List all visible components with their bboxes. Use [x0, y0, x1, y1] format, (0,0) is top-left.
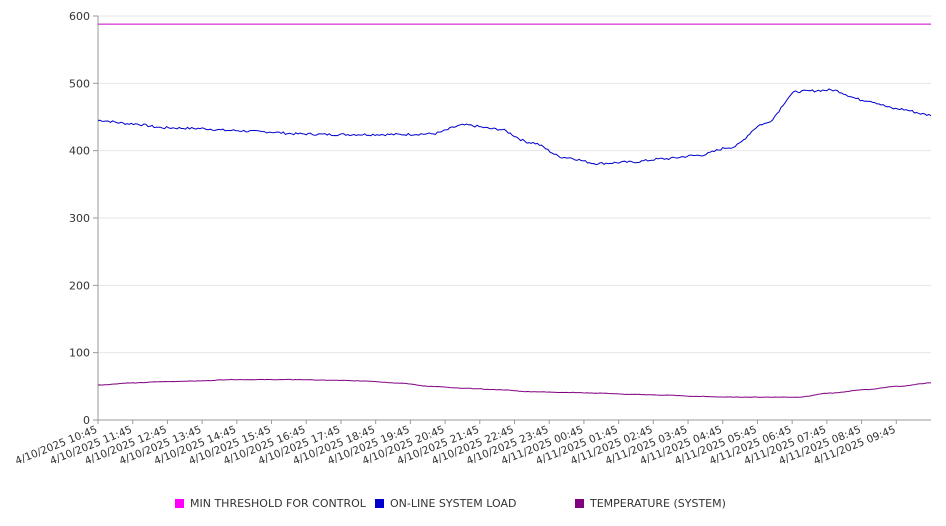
series-line-system-load	[97, 88, 932, 166]
legend-item-temperature[interactable]: TEMPERATURE (SYSTEM)	[575, 497, 726, 510]
series-line-temperature	[97, 378, 932, 398]
legend-label-temperature: TEMPERATURE (SYSTEM)	[590, 497, 726, 510]
gridlines	[98, 15, 931, 354]
y-tick-label: 400	[69, 145, 90, 158]
y-tick-label: 500	[69, 77, 90, 90]
legend-swatch-temperature	[575, 499, 584, 508]
y-tick-label: 200	[69, 279, 90, 292]
series-lines	[97, 23, 932, 398]
legend: MIN THRESHOLD FOR CONTROL ON-LINE SYSTEM…	[0, 497, 946, 515]
legend-swatch-system-load	[375, 499, 384, 508]
y-tick-label: 0	[83, 414, 90, 427]
legend-item-min-threshold[interactable]: MIN THRESHOLD FOR CONTROL	[175, 497, 366, 510]
y-tick-label: 600	[69, 10, 90, 23]
y-tick-label: 300	[69, 212, 90, 225]
legend-label-min-threshold: MIN THRESHOLD FOR CONTROL	[190, 497, 366, 510]
legend-swatch-min-threshold	[175, 499, 184, 508]
legend-item-system-load[interactable]: ON-LINE SYSTEM LOAD	[375, 497, 516, 510]
x-axis-ticks: 4/10/2025 10:454/10/2025 11:454/10/2025 …	[14, 420, 897, 468]
y-tick-label: 100	[69, 347, 90, 360]
legend-label-system-load: ON-LINE SYSTEM LOAD	[390, 497, 517, 510]
y-axis-ticks: 0 100 200 300 400 500 600	[69, 10, 98, 427]
